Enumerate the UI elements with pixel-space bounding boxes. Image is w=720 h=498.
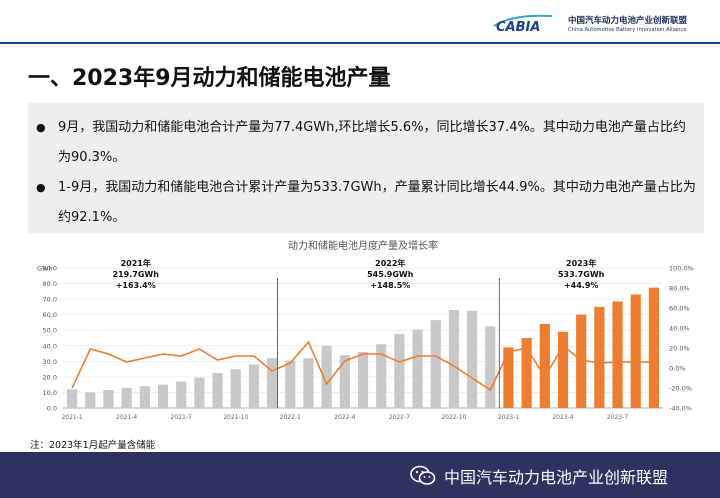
group-growth-label: +148.5% [370, 281, 410, 290]
y2-tick-label: 80.0% [669, 285, 690, 293]
x-tick-label: 2023-7 [607, 414, 628, 421]
x-tick-label: 2021-1 [61, 414, 82, 421]
header-bar: CABIA 中国汽车动力电池产业创新联盟 China Automotive Ba… [0, 0, 720, 44]
x-tick-label: 2021-10 [223, 414, 248, 421]
org-block: 中国汽车动力电池产业创新联盟 China Automotive Battery … [568, 14, 718, 33]
y-tick-label: 30.0 [43, 358, 57, 366]
bar [412, 329, 423, 408]
y-tick-label: 0.0 [47, 405, 57, 413]
bar [339, 355, 350, 408]
bar [448, 310, 459, 408]
bar [557, 331, 569, 408]
y2-tick-label: 0.0% [669, 365, 686, 373]
org-name-cn: 中国汽车动力电池产业创新联盟 [568, 16, 688, 26]
bullet-item: ● 9月，我国动力和储能电池合计产量为77.4GWh,环比增长5.6%，同比增长… [36, 113, 698, 173]
header-divider [0, 42, 720, 44]
x-tick-label: 2021-7 [171, 414, 192, 421]
bar [648, 287, 659, 408]
bar [121, 387, 132, 408]
bullet-text: 1-9月，我国动力和储能电池合计累计产量为533.7GWh，产量累计同比增长44… [58, 180, 696, 225]
x-tick-label: 2022-1 [280, 414, 301, 421]
bar [539, 324, 550, 408]
chart-title: 动力和储能电池月度产量及增长率 [288, 239, 438, 252]
bar [612, 301, 623, 408]
wechat-icon [410, 465, 436, 485]
bar [285, 360, 296, 408]
org-name-en: China Automotive Battery Innovation Alli… [568, 27, 687, 33]
bar [103, 390, 114, 408]
bar [321, 345, 332, 408]
cabia-logo: CABIA [493, 14, 553, 34]
bar [630, 294, 641, 408]
y2-tick-label: 40.0% [669, 325, 690, 333]
bar [521, 338, 532, 408]
y-tick-label: 70.0 [43, 296, 57, 304]
bar [357, 352, 369, 408]
bar [576, 314, 587, 408]
x-tick-label: 2021-4 [116, 414, 137, 421]
footer-brand: 中国汽车动力电池产业创新联盟 [410, 464, 668, 488]
group-total-label: 533.7GWh [558, 270, 605, 279]
bullet-item: ● 1-9月，我国动力和储能电池合计累计产量为533.7GWh，产量累计同比增长… [36, 173, 698, 233]
group-growth-label: +44.9% [564, 281, 598, 290]
y-tick-label: 50.0 [43, 327, 57, 335]
y-tick-label: 20.0 [43, 373, 57, 381]
bar [467, 310, 478, 408]
bar [503, 347, 514, 408]
x-tick-label: 2023-1 [498, 414, 519, 421]
bar [139, 386, 150, 408]
x-tick-label: 2022-7 [389, 414, 410, 421]
chart-container: 动力和储能电池月度产量及增长率 0.0 10.0 20.0 30.0 40.0 50.0 60… [28, 236, 704, 436]
y2-tick-label: 20.0% [669, 345, 690, 353]
bar [67, 389, 78, 408]
bullet-box: ● 9月，我国动力和储能电池合计产量为77.4GWh,环比增长5.6%，同比增长… [28, 103, 704, 233]
y-tick-label: 10.0 [43, 389, 57, 397]
bar [394, 334, 405, 408]
bullet-text: 9月，我国动力和储能电池合计产量为77.4GWh,环比增长5.6%，同比增长37… [58, 120, 686, 165]
y2-tick-label: -40.0% [669, 405, 692, 413]
bar [430, 320, 441, 408]
x-tick-label: 2023-4 [552, 414, 573, 421]
x-tick-label: 2022-10 [441, 414, 466, 421]
bullet-dot-icon: ● [36, 121, 46, 134]
bar [303, 358, 314, 408]
bar [248, 364, 259, 408]
footer-bar: 中国汽车动力电池产业创新联盟 [0, 452, 720, 498]
footer-brand-text: 中国汽车动力电池产业创新联盟 [444, 468, 669, 487]
bar [212, 373, 223, 408]
bar [267, 358, 278, 408]
group-year-label: 2023年 [566, 258, 596, 268]
production-chart: 动力和储能电池月度产量及增长率 0.0 10.0 20.0 30.0 40.0 50.0 60… [37, 239, 694, 421]
group-total-label: 545.9GWh [367, 270, 414, 279]
y-tick-label: 60.0 [43, 311, 57, 319]
bar [594, 306, 605, 408]
y-tick-label: 40.0 [43, 342, 57, 350]
y-tick-label: 90.0 [43, 265, 57, 273]
group-total-label: 219.7GWh [113, 270, 160, 279]
y2-tick-label: -20.0% [669, 385, 692, 393]
bullet-dot-icon: ● [36, 181, 46, 194]
group-growth-label: +163.4% [116, 281, 156, 290]
bar [230, 369, 241, 408]
bar [85, 392, 96, 408]
slide-title: 一、2023年9月动力和储能电池产量 [28, 66, 391, 91]
x-tick-label: 2022-4 [334, 414, 355, 421]
logo-text: CABIA [496, 20, 540, 34]
bar [194, 377, 205, 408]
bar [157, 384, 169, 408]
y-axis-label: GWh [37, 265, 53, 273]
group-year-label: 2021年 [121, 258, 151, 268]
group-year-label: 2022年 [375, 258, 405, 268]
y2-tick-label: 100.0% [669, 265, 694, 273]
growth-line [71, 340, 654, 392]
bar [485, 326, 496, 408]
bar [376, 344, 387, 408]
bar [176, 381, 187, 408]
y-tick-label: 80.0 [43, 280, 57, 288]
y2-tick-label: 60.0% [669, 305, 690, 313]
chart-note: 注：2023年1月起产量含储能 [30, 440, 156, 451]
